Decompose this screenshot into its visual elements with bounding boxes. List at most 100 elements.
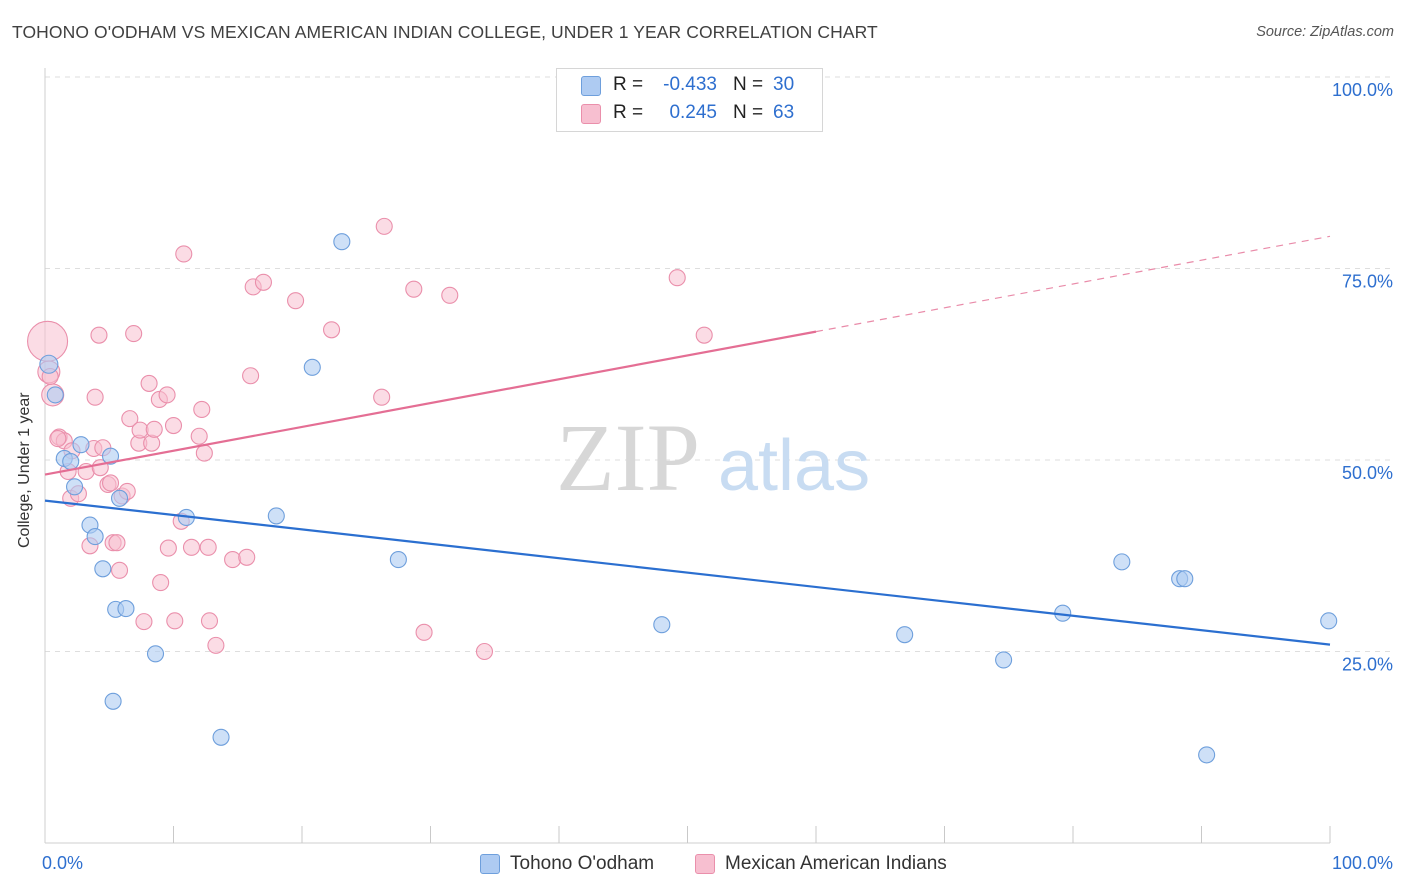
series-tohono-oodham	[39, 233, 1338, 764]
data-point-mexican-american-indians	[108, 534, 126, 552]
data-point-mexican-american-indians	[140, 374, 158, 392]
data-point-mexican-american-indians	[441, 286, 459, 304]
data-point-tohono-oodham	[653, 616, 671, 634]
data-point-mexican-american-indians	[110, 561, 129, 579]
data-point-mexican-american-indians	[152, 574, 170, 592]
legend-row-mexican: R = 0.245 N = 63	[557, 101, 822, 127]
data-point-mexican-american-indians	[238, 548, 256, 566]
data-point-mexican-american-indians	[224, 551, 242, 569]
data-point-tohono-oodham	[389, 551, 407, 569]
data-point-tohono-oodham	[146, 645, 165, 663]
legend-swatch-blue	[581, 76, 601, 96]
legend-n-label: N =	[733, 74, 764, 95]
data-point-mexican-american-indians	[121, 410, 139, 428]
data-point-tohono-oodham	[110, 489, 129, 507]
x-tick-label: 100.0%	[1332, 853, 1393, 873]
data-point-tohono-oodham	[212, 728, 230, 746]
data-point-mexican-american-indians	[195, 444, 213, 462]
y-tick-label: 50.0%	[1342, 463, 1393, 483]
data-point-mexican-american-indians	[145, 420, 163, 438]
data-point-mexican-american-indians	[159, 539, 177, 557]
source-note: Source: ZipAtlas.com	[1256, 24, 1394, 40]
data-point-tohono-oodham	[101, 447, 120, 465]
bottom-legend-label: Mexican American Indians	[725, 853, 947, 874]
data-point-mexican-american-indians	[164, 416, 183, 435]
data-point-mexican-american-indians	[190, 427, 208, 445]
data-point-mexican-american-indians	[101, 474, 120, 492]
watermark-zip: ZIP	[556, 404, 700, 511]
watermark-atlas: atlas	[718, 426, 870, 506]
data-point-mexican-american-indians	[373, 388, 391, 406]
data-point-tohono-oodham	[1320, 612, 1338, 630]
stats-legend: R = -0.433 N = 30 R = 0.245 N = 63	[556, 68, 823, 132]
trend-line-mexican-american-indians	[44, 330, 817, 476]
legend-r-value: -0.433	[663, 74, 717, 95]
y-tick-label: 25.0%	[1342, 655, 1393, 675]
data-point-mexican-american-indians	[158, 386, 176, 404]
data-point-mexican-american-indians	[135, 613, 153, 631]
bottom-legend-label: Tohono O'odham	[510, 853, 655, 874]
data-point-mexican-american-indians	[49, 430, 67, 448]
data-point-tohono-oodham	[333, 233, 351, 251]
data-point-mexican-american-indians	[475, 642, 494, 661]
legend-r-label: R =	[613, 102, 644, 123]
chart-title: TOHONO O'ODHAM VS MEXICAN AMERICAN INDIA…	[12, 22, 878, 42]
data-point-mexican-american-indians	[287, 292, 305, 310]
data-point-mexican-american-indians	[90, 326, 108, 344]
data-point-tohono-oodham	[94, 560, 112, 578]
data-point-mexican-american-indians	[668, 269, 686, 287]
legend-row-tohono: R = -0.433 N = 30	[557, 73, 822, 99]
y-tick-label: 75.0%	[1342, 272, 1393, 292]
data-point-tohono-oodham	[66, 478, 84, 496]
data-point-mexican-american-indians	[166, 612, 184, 630]
data-point-tohono-oodham	[117, 600, 135, 618]
x-tick-label: 0.0%	[42, 853, 83, 873]
data-point-mexican-american-indians	[182, 538, 201, 556]
data-point-mexican-american-indians	[131, 421, 149, 439]
trend-lines	[44, 235, 1331, 646]
y-axis-label: College, Under 1 year	[16, 392, 33, 548]
data-point-tohono-oodham	[39, 354, 59, 374]
bottom-swatch-pink	[695, 854, 715, 874]
data-point-mexican-american-indians	[175, 245, 193, 263]
data-point-tohono-oodham	[104, 692, 122, 710]
data-point-tohono-oodham	[46, 386, 64, 404]
data-point-mexican-american-indians	[86, 388, 104, 406]
data-point-tohono-oodham	[896, 626, 914, 644]
data-point-mexican-american-indians	[207, 636, 225, 654]
data-point-tohono-oodham	[1113, 553, 1131, 571]
bottom-legend: Tohono O'odham Mexican American Indians	[0, 852, 1406, 878]
bottom-swatch-blue	[480, 854, 500, 874]
data-point-mexican-american-indians	[242, 367, 260, 385]
data-point-tohono-oodham	[86, 528, 104, 546]
data-point-mexican-american-indians	[254, 273, 273, 291]
y-tick-label: 100.0%	[1332, 80, 1393, 100]
data-point-tohono-oodham	[1198, 746, 1216, 764]
data-point-tohono-oodham	[303, 358, 321, 376]
data-point-mexican-american-indians	[323, 321, 341, 339]
legend-n-value: 30	[773, 74, 795, 95]
data-point-tohono-oodham	[995, 651, 1013, 669]
data-point-mexican-american-indians	[200, 612, 219, 630]
axes	[44, 68, 1331, 844]
grid-lines	[45, 76, 1394, 652]
trend-line-tohono-oodham	[44, 499, 1331, 646]
data-point-tohono-oodham	[62, 452, 80, 471]
data-point-tohono-oodham	[267, 507, 285, 525]
watermark: ZIP atlas	[556, 404, 870, 511]
data-point-mexican-american-indians	[375, 217, 393, 235]
tick-labels: 25.0% 50.0% 75.0% 100.0% 0.0% 100.0%	[42, 80, 1393, 873]
data-point-mexican-american-indians	[405, 280, 423, 298]
data-point-mexican-american-indians	[695, 326, 713, 344]
data-point-mexican-american-indians	[199, 538, 217, 556]
legend-r-label: R =	[613, 74, 644, 95]
legend-r-value: 0.245	[669, 102, 717, 123]
legend-n-value: 63	[773, 102, 795, 123]
legend-swatch-pink	[581, 104, 601, 124]
trend-line-extension	[815, 235, 1331, 333]
data-point-mexican-american-indians	[143, 434, 161, 452]
data-point-mexican-american-indians	[125, 325, 143, 343]
legend-n-label: N =	[733, 102, 764, 123]
data-point-mexican-american-indians	[193, 400, 211, 418]
